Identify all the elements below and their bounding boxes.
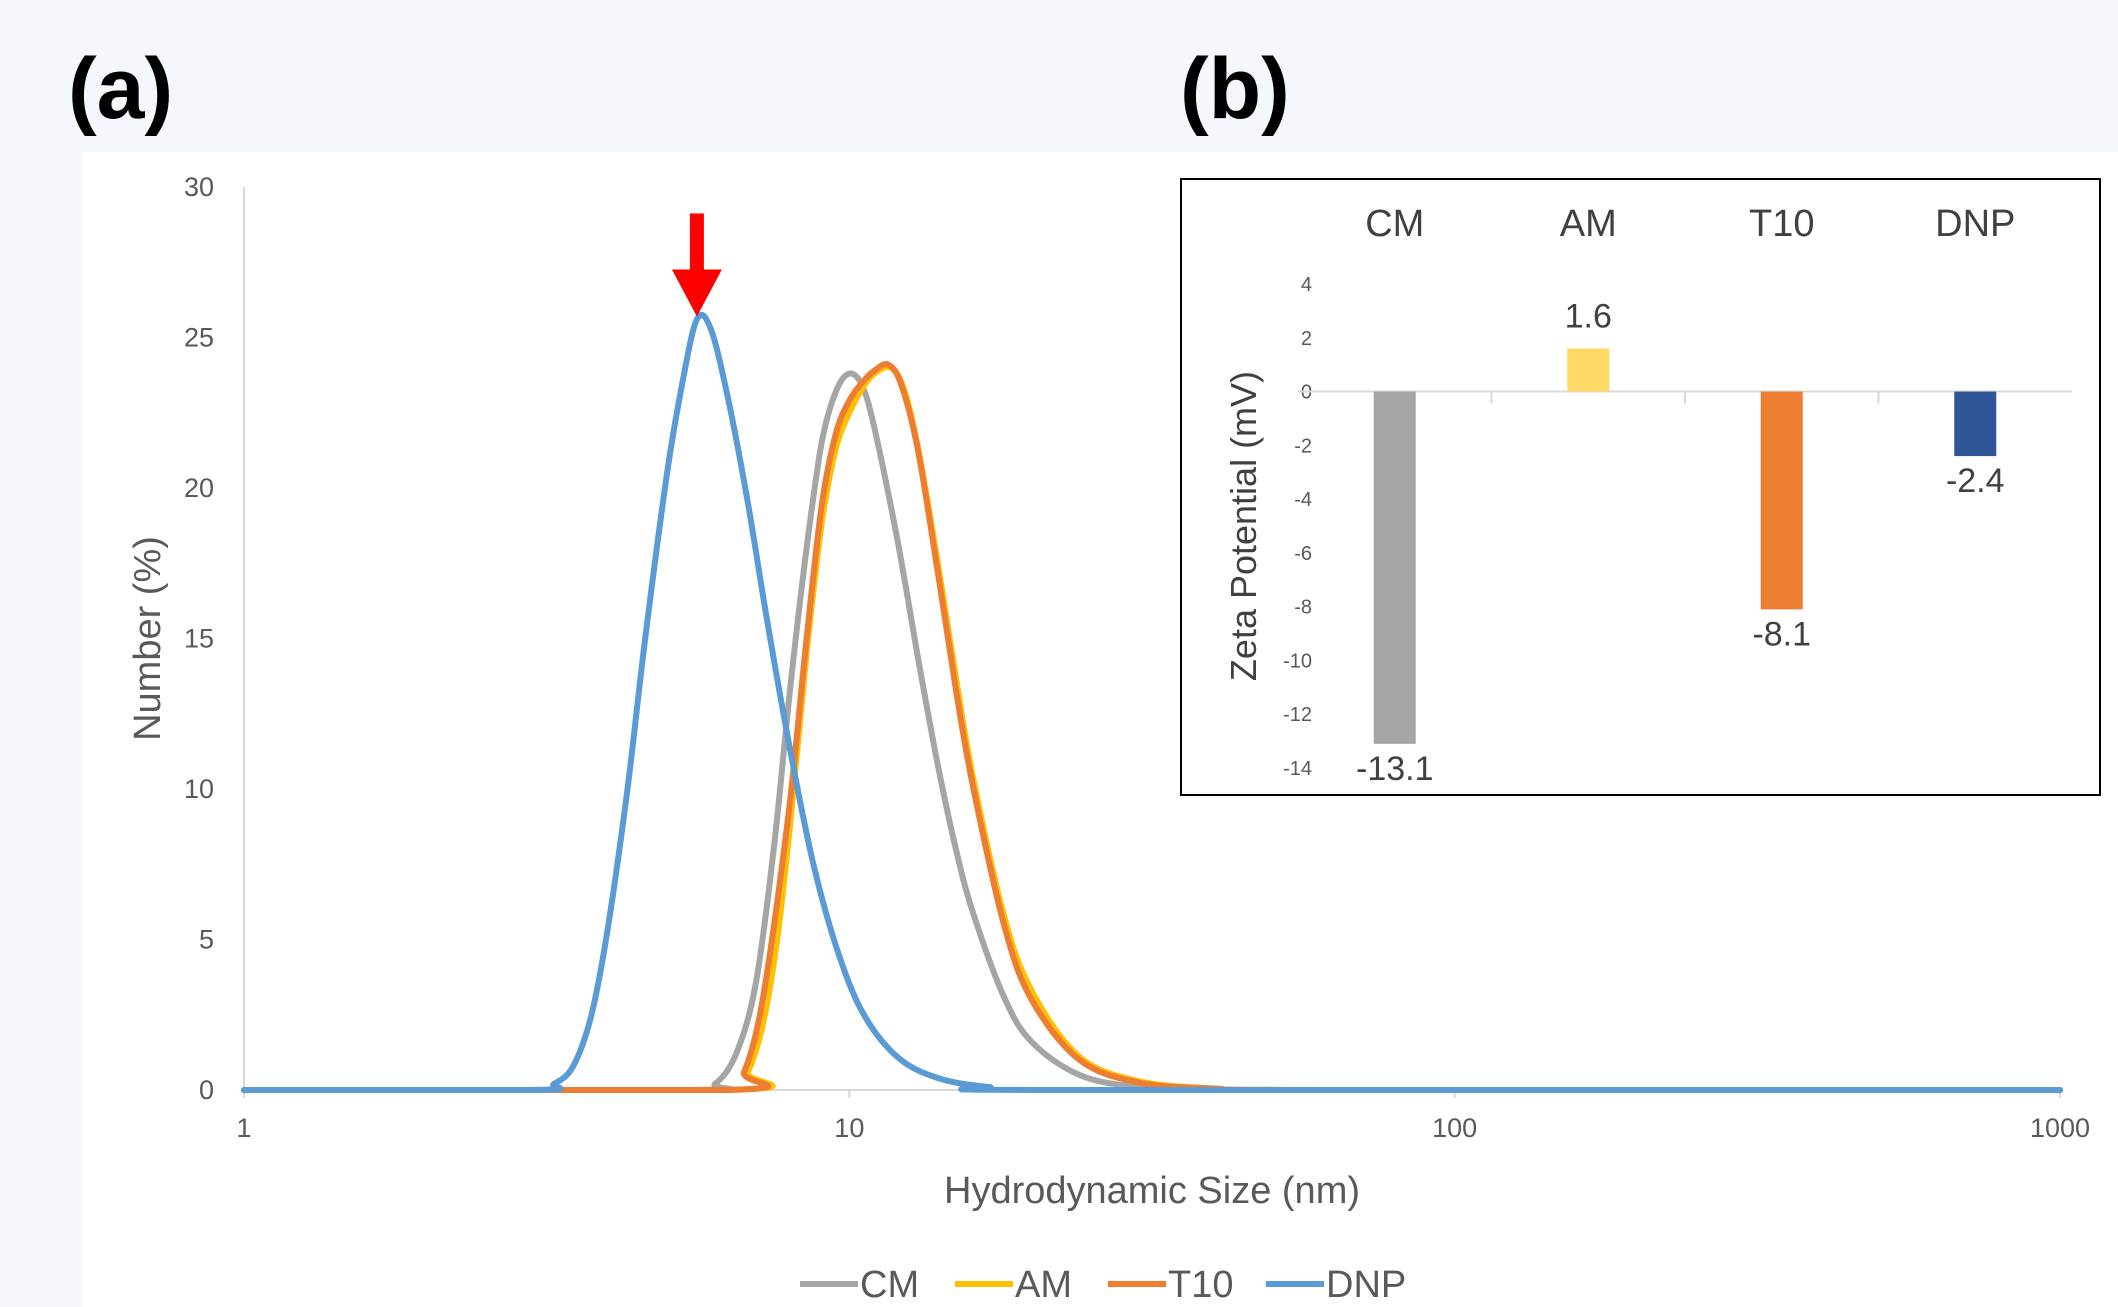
legend: CM AM T10 DNP [800,1264,1406,1306]
zeta-y-tick-label: -6 [1294,543,1312,565]
zeta-y-tick-label: -8 [1294,597,1312,619]
zeta-data-label: -8.1 [1752,615,1811,653]
y-tick-label: 5 [199,925,214,955]
y-tick-label: 25 [184,323,214,353]
zeta-potential-chart: 420-2-4-6-8-10-12-14CM-13.1AM1.6T10-8.1D… [1283,203,2072,788]
zeta-y-tick-label: -14 [1283,758,1312,780]
zeta-data-label: 1.6 [1565,298,1612,336]
y-axis-title: Number (%) [127,536,169,741]
zeta-category-label: AM [1560,203,1617,245]
zeta-bar-am [1567,348,1610,392]
y-tick-label: 0 [199,1075,214,1105]
y-tick-label: 10 [184,774,214,804]
x-tick-label: 1 [236,1113,251,1143]
zeta-category-label: DNP [1935,203,2015,245]
zeta-data-label: -13.1 [1356,750,1434,788]
panel-label-a: (a) [68,41,173,137]
x-tick-label: 100 [1432,1113,1477,1143]
zeta-y-tick-label: 4 [1301,274,1312,296]
zeta-data-label: -2.4 [1946,462,2005,500]
zeta-inset-frame [1180,178,2101,796]
zeta-y-tick-label: -2 [1294,435,1312,457]
arrow-head [671,269,722,317]
legend-label-t10: T10 [1168,1264,1233,1306]
x-tick-label: 1000 [2030,1113,2090,1143]
zeta-bar-cm [1373,391,1416,744]
y-tick-label: 30 [184,172,214,202]
y-tick-label: 15 [184,624,214,654]
zeta-bar-t10 [1760,391,1803,610]
x-axis-title: Hydrodynamic Size (nm) [944,1170,1360,1212]
zeta-y-axis-title: Zeta Potential (mV) [1223,371,1264,681]
x-tick-label: 10 [834,1113,864,1143]
zeta-category-label: CM [1365,203,1424,245]
series-line-cm [241,370,2063,1094]
zeta-category-label: T10 [1749,203,1814,245]
legend-label-dnp: DNP [1326,1264,1406,1306]
y-tick-label: 20 [184,473,214,503]
zeta-y-tick-label: -10 [1283,650,1312,672]
series-line-t10 [241,361,2063,1094]
panel-label-b: (b) [1180,41,1290,137]
size-distribution-series [241,311,2063,1094]
peak-arrow-annotation [671,213,722,317]
legend-label-cm: CM [860,1264,919,1306]
zeta-y-tick-label: -12 [1283,704,1312,726]
legend-label-am: AM [1015,1264,1072,1306]
arrow-shaft [689,213,704,272]
zeta-bar-dnp [1954,391,1997,457]
series-line-dnp [241,311,2063,1094]
zeta-y-tick-label: 2 [1301,328,1312,350]
zeta-y-tick-label: -4 [1294,489,1312,511]
